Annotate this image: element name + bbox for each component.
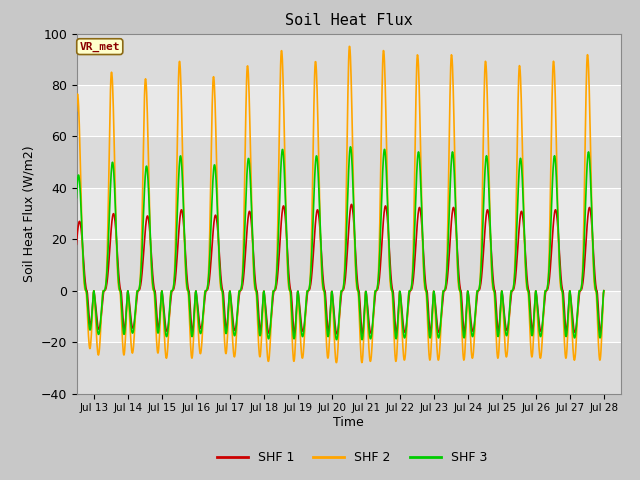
X-axis label: Time: Time (333, 416, 364, 429)
Title: Soil Heat Flux: Soil Heat Flux (285, 13, 413, 28)
SHF 3 (600, 288, 607, 294)
SHF 1 (307, 278, 315, 284)
SHF 3 (307, 265, 315, 271)
SHF 2 (332, 360, 340, 365)
Line: SHF 2: SHF 2 (60, 47, 604, 362)
SHF 2 (600, 288, 607, 294)
Line: SHF 1: SHF 1 (60, 204, 604, 334)
SHF 3 (56, 288, 63, 294)
Bar (77, 240, 621, 291)
Legend: SHF 1, SHF 2, SHF 3: SHF 1, SHF 2, SHF 3 (212, 446, 492, 469)
SHF 1 (56, 288, 63, 294)
SHF 2 (317, 264, 325, 270)
SHF 3 (461, 334, 468, 339)
SHF 1 (540, 302, 548, 308)
SHF 3 (141, 180, 148, 185)
Bar (77, 342, 621, 394)
SHF 3 (333, 337, 340, 343)
SHF 1 (333, 331, 340, 337)
Line: SHF 3: SHF 3 (60, 147, 604, 340)
SHF 1 (461, 329, 468, 335)
SHF 1 (593, 291, 601, 297)
SHF 1 (600, 288, 607, 294)
SHF 1 (348, 202, 355, 207)
SHF 2 (540, 296, 548, 302)
SHF 1 (317, 249, 325, 254)
Bar (77, 34, 621, 85)
SHF 3 (347, 144, 355, 150)
SHF 1 (141, 232, 148, 238)
SHF 2 (346, 44, 353, 49)
SHF 2 (141, 83, 148, 89)
Text: VR_met: VR_met (79, 42, 120, 52)
Bar (77, 136, 621, 188)
SHF 3 (593, 302, 601, 308)
SHF 2 (593, 316, 601, 322)
SHF 2 (461, 354, 468, 360)
SHF 3 (540, 297, 548, 303)
SHF 3 (317, 256, 325, 262)
SHF 2 (307, 253, 315, 259)
SHF 2 (56, 288, 63, 294)
Y-axis label: Soil Heat Flux (W/m2): Soil Heat Flux (W/m2) (22, 145, 35, 282)
